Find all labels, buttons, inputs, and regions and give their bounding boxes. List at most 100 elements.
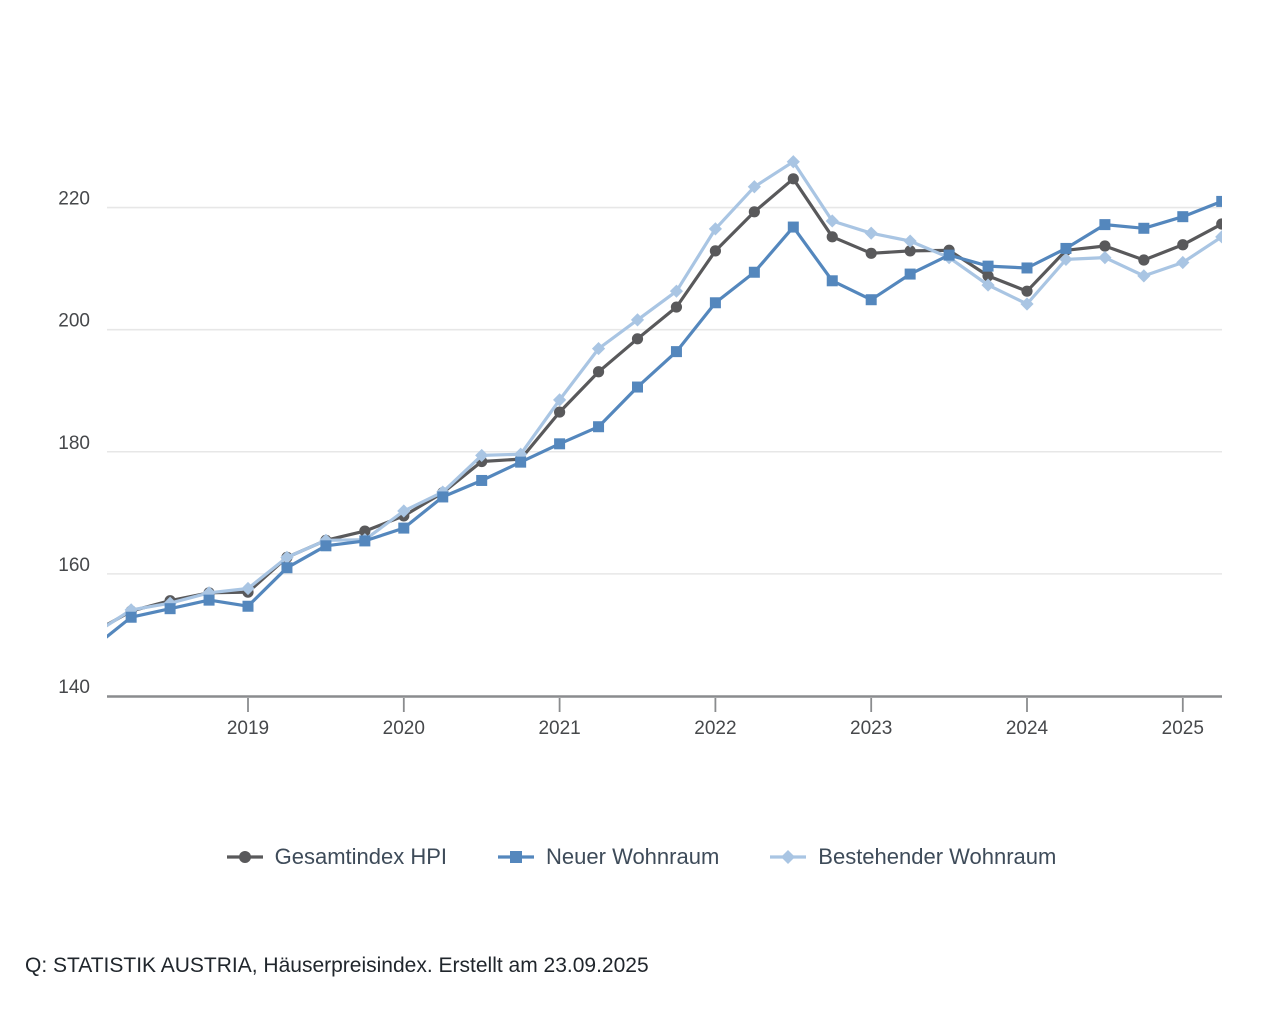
- data-point-marker[interactable]: [475, 448, 489, 463]
- data-point-marker[interactable]: [281, 562, 293, 574]
- data-point-marker[interactable]: [1098, 250, 1112, 265]
- data-point-marker[interactable]: [125, 611, 137, 623]
- data-point-marker[interactable]: [943, 249, 955, 261]
- data-point-marker[interactable]: [1099, 219, 1111, 231]
- legend-label: Bestehender Wohnraum: [818, 844, 1057, 869]
- data-point-marker[interactable]: [397, 504, 411, 518]
- data-point-marker[interactable]: [554, 406, 566, 418]
- legend-item-neuer-wohnraum[interactable]: Neuer Wohnraum: [497, 839, 719, 875]
- data-point-marker[interactable]: [1099, 240, 1111, 252]
- data-point-marker[interactable]: [593, 421, 605, 433]
- data-point-marker[interactable]: [708, 222, 722, 236]
- y-axis-label: 180: [58, 433, 90, 454]
- grid-layer: [107, 206, 1222, 575]
- data-point-marker[interactable]: [1138, 254, 1150, 266]
- series-layer: [86, 155, 1228, 654]
- legend-item-gesamtindex-hpi[interactable]: Gesamtindex HPI: [226, 839, 447, 875]
- x-axis-label: 2025: [1162, 718, 1204, 739]
- data-point-marker[interactable]: [592, 366, 605, 378]
- axis-layer: 140 160 180 200 220 2019 2020 2021 2022 2023 2024 2…: [58, 189, 1222, 739]
- data-point-marker[interactable]: [748, 266, 760, 278]
- data-point-marker[interactable]: [748, 206, 760, 218]
- data-point-marker[interactable]: [87, 628, 98, 639]
- data-point-marker[interactable]: [1177, 211, 1189, 223]
- x-axis-label: 2019: [227, 718, 269, 739]
- data-point-marker[interactable]: [825, 214, 839, 228]
- series-line-neuer-wohnraum: [107, 199, 1222, 639]
- data-point-marker[interactable]: [865, 294, 877, 306]
- data-point-marker[interactable]: [670, 346, 682, 358]
- data-point-marker[interactable]: [320, 540, 332, 552]
- data-point-marker[interactable]: [826, 275, 838, 287]
- data-point-marker[interactable]: [203, 594, 215, 606]
- circle-marker-icon: [226, 851, 263, 863]
- data-point-marker[interactable]: [1020, 297, 1034, 311]
- data-point-marker[interactable]: [202, 586, 216, 600]
- y-axis-label: 140: [58, 677, 90, 698]
- data-point-marker[interactable]: [1059, 252, 1073, 267]
- data-point-marker[interactable]: [1137, 269, 1151, 283]
- data-point-marker[interactable]: [709, 245, 722, 257]
- data-point-marker[interactable]: [515, 456, 527, 468]
- data-point-marker[interactable]: [632, 381, 643, 393]
- data-point-marker[interactable]: [747, 180, 761, 194]
- series-neuer-wohnraum: [87, 195, 1227, 654]
- series-line-bestehender-wohnraum: [107, 160, 1222, 628]
- data-point-marker[interactable]: [1215, 230, 1228, 244]
- data-point-marker[interactable]: [437, 491, 449, 503]
- x-axis-label: 2024: [1006, 718, 1049, 739]
- data-point-marker[interactable]: [164, 603, 176, 615]
- data-point-marker[interactable]: [670, 301, 683, 313]
- data-point-marker[interactable]: [1021, 285, 1033, 297]
- data-point-marker[interactable]: [865, 247, 877, 259]
- data-point-marker[interactable]: [787, 173, 799, 185]
- series-bestehender-wohnraum: [86, 155, 1228, 641]
- chart-legend: Gesamtindex HPI Neuer Wohnraum Bestehender…: [0, 839, 1282, 875]
- data-point-marker[interactable]: [1176, 255, 1190, 270]
- data-point-marker[interactable]: [982, 270, 994, 282]
- data-point-marker[interactable]: [1138, 222, 1150, 234]
- data-point-marker[interactable]: [86, 628, 99, 641]
- y-axis-label: 220: [58, 189, 90, 210]
- data-point-marker[interactable]: [904, 245, 916, 257]
- data-point-marker[interactable]: [87, 643, 98, 654]
- data-point-marker[interactable]: [1177, 239, 1189, 251]
- data-point-marker[interactable]: [709, 297, 721, 309]
- square-marker-icon: [498, 851, 535, 863]
- data-point-marker[interactable]: [1060, 242, 1072, 254]
- data-point-marker[interactable]: [631, 333, 644, 345]
- y-axis-label: 200: [58, 311, 90, 332]
- data-point-marker[interactable]: [787, 221, 799, 233]
- x-axis-label: 2020: [383, 718, 425, 739]
- data-point-marker[interactable]: [981, 278, 995, 292]
- data-point-marker[interactable]: [630, 313, 645, 327]
- data-point-marker[interactable]: [864, 226, 878, 240]
- data-point-marker[interactable]: [553, 393, 567, 407]
- data-point-marker[interactable]: [280, 550, 294, 564]
- data-point-marker[interactable]: [1216, 218, 1227, 230]
- data-point-marker[interactable]: [826, 231, 838, 243]
- series-gesamtindex-hpi: [87, 173, 1227, 639]
- data-point-marker[interactable]: [359, 535, 371, 547]
- data-point-marker[interactable]: [904, 268, 916, 280]
- data-point-marker[interactable]: [242, 600, 254, 612]
- series-line-gesamtindex-hpi: [107, 177, 1222, 627]
- x-axis-label: 2022: [694, 718, 736, 739]
- diamond-marker-icon: [770, 850, 807, 864]
- data-point-marker[interactable]: [1216, 195, 1227, 207]
- data-point-marker[interactable]: [1021, 262, 1033, 274]
- chart-canvas: 140 160 180 200 220 2019 2020 2021 2022 2023 2024 2…: [58, 155, 1228, 739]
- data-point-marker[interactable]: [476, 474, 488, 486]
- data-point-marker[interactable]: [359, 525, 371, 537]
- data-point-marker[interactable]: [903, 234, 917, 248]
- data-point-marker[interactable]: [786, 155, 800, 169]
- legend-label: Gesamtindex HPI: [274, 844, 448, 869]
- data-point-marker[interactable]: [669, 284, 684, 298]
- data-point-marker[interactable]: [398, 522, 410, 534]
- data-point-marker[interactable]: [554, 438, 566, 450]
- data-point-marker[interactable]: [982, 260, 994, 272]
- legend-item-bestehender-wohnraum[interactable]: Bestehender Wohnraum: [769, 839, 1056, 875]
- data-point-marker[interactable]: [591, 341, 606, 356]
- x-axis-label: 2023: [850, 718, 892, 739]
- data-point-marker[interactable]: [241, 581, 255, 596]
